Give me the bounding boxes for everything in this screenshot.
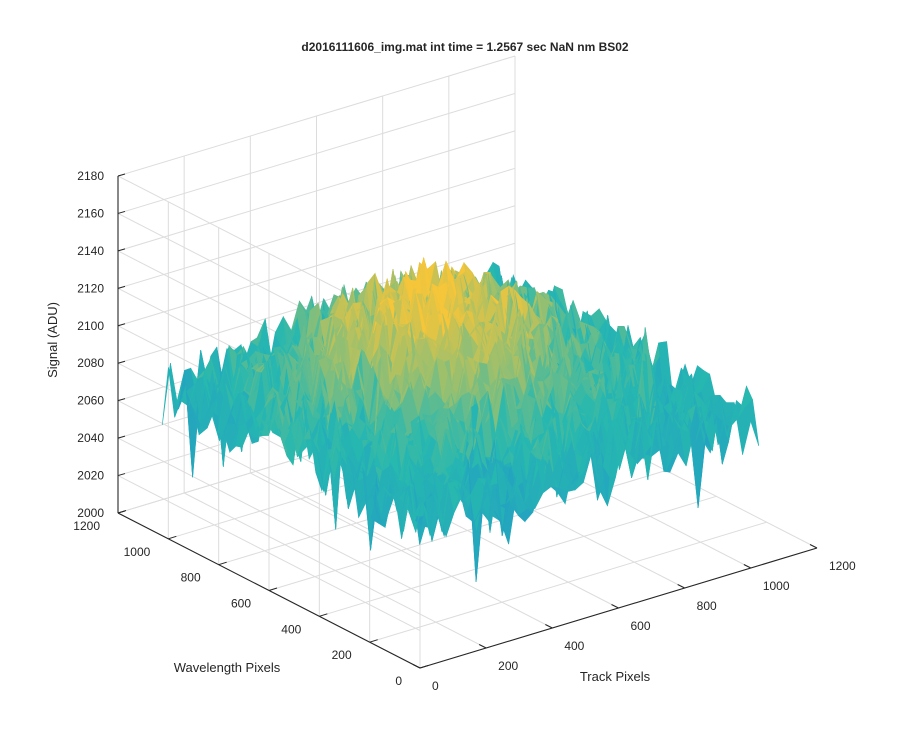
right-wall-grid-line <box>117 55 516 177</box>
y-tick-label: 1000 <box>124 545 151 559</box>
x-tick-label: 600 <box>631 619 651 633</box>
y-axis-label: Wavelength Pixels <box>174 660 281 675</box>
z-tick-label: 2020 <box>77 469 104 483</box>
left-wall-grid-line <box>117 475 421 632</box>
z-tick-label: 2140 <box>77 244 104 258</box>
right-wall-grid-line <box>117 167 516 289</box>
surface-patch <box>744 399 760 446</box>
x-tick-mark <box>809 544 818 549</box>
floor-grid-line <box>319 495 717 617</box>
y-tick-mark <box>419 665 429 669</box>
z-tick-label: 2180 <box>77 169 104 183</box>
z-axis-label: Signal (ADU) <box>45 302 60 378</box>
z-tick-mark <box>117 210 126 214</box>
x-tick-mark <box>412 664 421 669</box>
surface-layer <box>162 256 760 582</box>
x-tick-label: 400 <box>564 639 584 653</box>
x-tick-mark <box>743 564 752 569</box>
y-tick-label: 800 <box>181 571 201 585</box>
x-tick-label: 200 <box>498 659 518 673</box>
y-tick-label: 600 <box>231 597 251 611</box>
y-tick-mark <box>268 587 278 591</box>
y-tick-mark <box>369 639 378 643</box>
z-tick-label: 2080 <box>77 356 104 370</box>
z-tick-mark <box>117 435 126 439</box>
x-axis-label: Track Pixels <box>580 669 651 684</box>
right-wall-grid-line <box>117 130 516 252</box>
y-tick-label: 200 <box>332 648 352 662</box>
tick-labels: 2000202020402060208021002120214021602180… <box>73 169 856 693</box>
z-tick-mark <box>117 285 126 289</box>
right-wall-grid-line <box>117 92 516 214</box>
z-tick-mark <box>117 360 126 364</box>
x-tick-mark <box>611 604 619 609</box>
left-wall-grid-line <box>117 437 421 594</box>
x-tick-mark <box>478 644 487 649</box>
z-tick-label: 2120 <box>77 281 104 295</box>
y-tick-label: 400 <box>281 622 301 636</box>
z-tick-mark <box>117 473 126 477</box>
floor-grid-line <box>369 521 767 643</box>
x-tick-label: 800 <box>697 599 717 613</box>
right-wall-grid-line <box>117 242 516 364</box>
y-tick-label: 1200 <box>73 519 100 533</box>
x-tick-mark <box>545 624 553 629</box>
z-tick-label: 2000 <box>77 506 104 520</box>
y-tick-mark <box>218 561 227 566</box>
y-tick-mark <box>117 510 127 514</box>
y-tick-label: 0 <box>395 674 402 688</box>
x-tick-label: 1200 <box>829 559 856 573</box>
x-tick-label: 1000 <box>763 579 790 593</box>
y-tick-mark <box>168 535 177 540</box>
chart-title: d2016111606_img.mat int time = 1.2567 se… <box>301 40 629 54</box>
z-tick-label: 2060 <box>77 394 104 408</box>
z-tick-label: 2040 <box>77 431 104 445</box>
y-tick-mark <box>319 613 328 617</box>
z-tick-label: 2100 <box>77 319 104 333</box>
z-tick-mark <box>117 248 126 252</box>
z-tick-label: 2160 <box>77 206 104 220</box>
z-tick-mark <box>117 173 126 177</box>
x-tick-label: 0 <box>432 679 439 693</box>
right-wall-grid-line <box>117 205 516 327</box>
x-tick-mark <box>677 584 685 589</box>
z-tick-mark <box>117 398 126 402</box>
z-tick-mark <box>117 323 126 327</box>
